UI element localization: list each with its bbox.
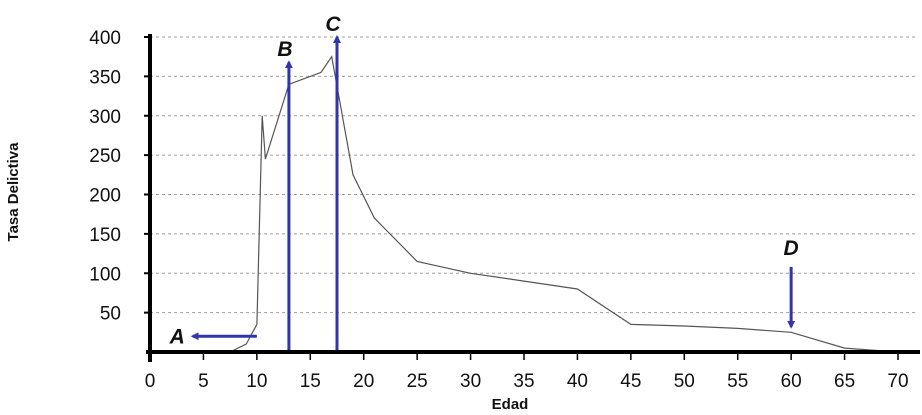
y-tick-label-50: 50: [100, 304, 121, 325]
series-layer: [229, 55, 899, 353]
annotation-label-c: C: [325, 13, 341, 36]
x-tick-label-15: 15: [300, 371, 321, 392]
annotation-layer: A B C D: [169, 13, 799, 352]
x-tick-label-60: 60: [781, 371, 802, 392]
grid: [150, 36, 918, 314]
y-tick-label-200: 200: [89, 186, 121, 207]
axes: [144, 34, 920, 362]
y-axis-title: Tasa Delictiva: [5, 142, 22, 242]
tick-labels: 50 100 150 200 250 300 350 400 0 5 10 15 20 25 30 35 40 4…: [89, 28, 908, 392]
x-tick-label-10: 10: [246, 371, 267, 392]
x-tick-label-0: 0: [145, 371, 156, 392]
x-tick-label-5: 5: [198, 371, 209, 392]
y-tick-label-150: 150: [89, 225, 121, 246]
annotation-label-a: A: [169, 325, 185, 348]
series-line-0: [229, 55, 899, 353]
x-tick-label-40: 40: [567, 371, 588, 392]
x-tick-label-65: 65: [834, 371, 855, 392]
x-tick-label-30: 30: [460, 371, 481, 392]
x-tick-label-20: 20: [353, 371, 374, 392]
y-tick-label-100: 100: [89, 264, 121, 285]
annotation-label-d: D: [784, 237, 799, 260]
x-axis-title: Edad: [492, 396, 529, 413]
x-tick-label-55: 55: [727, 371, 748, 392]
x-tick-label-35: 35: [513, 371, 534, 392]
x-tick-label-45: 45: [620, 371, 641, 392]
x-tick-label-50: 50: [674, 371, 695, 392]
y-tick-label-250: 250: [89, 146, 121, 167]
y-tick-label-300: 300: [89, 107, 121, 128]
annotation-label-b: B: [277, 38, 292, 61]
x-tick-label-25: 25: [407, 371, 428, 392]
x-tick-label-70: 70: [887, 371, 908, 392]
y-tick-label-400: 400: [89, 28, 121, 49]
y-tick-label-350: 350: [89, 67, 121, 88]
